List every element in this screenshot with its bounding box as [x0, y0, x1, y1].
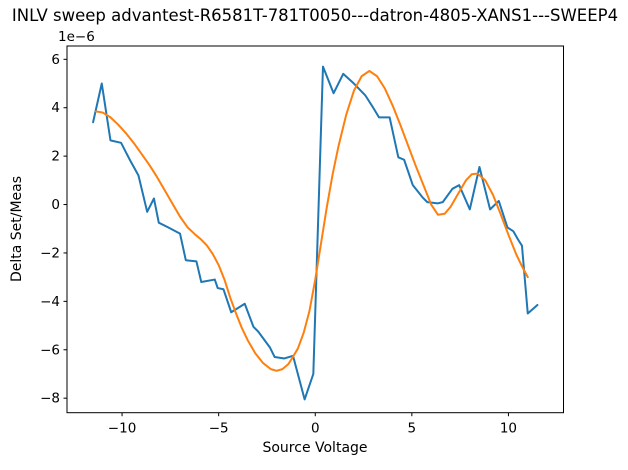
y-tick-label: 6	[51, 52, 60, 68]
y-tick-label: 4	[51, 100, 60, 116]
y-tick-label: −8	[40, 391, 60, 407]
x-tick-label: 0	[311, 421, 320, 437]
chart-title: INLV sweep advantest-R6581T-781T0050---d…	[11, 6, 619, 25]
x-tick-label: 5	[408, 421, 417, 437]
y-tick-label: 0	[51, 197, 60, 213]
x-axis-label: Source Voltage	[262, 440, 368, 456]
y-tick-label: −6	[40, 342, 60, 358]
measured-delta-line	[92, 65, 539, 401]
smooth-fit-line	[94, 69, 529, 372]
y-tick-label: 2	[51, 149, 60, 165]
y-tick-label: −2	[40, 245, 60, 261]
y-tick-label: −4	[40, 294, 60, 310]
plot-border	[66, 45, 564, 414]
x-tick-label: −5	[209, 421, 229, 437]
x-tick-label: 10	[500, 421, 517, 437]
x-tick-label: −10	[108, 421, 137, 437]
y-axis-offset-text: 1e−6	[58, 29, 95, 45]
